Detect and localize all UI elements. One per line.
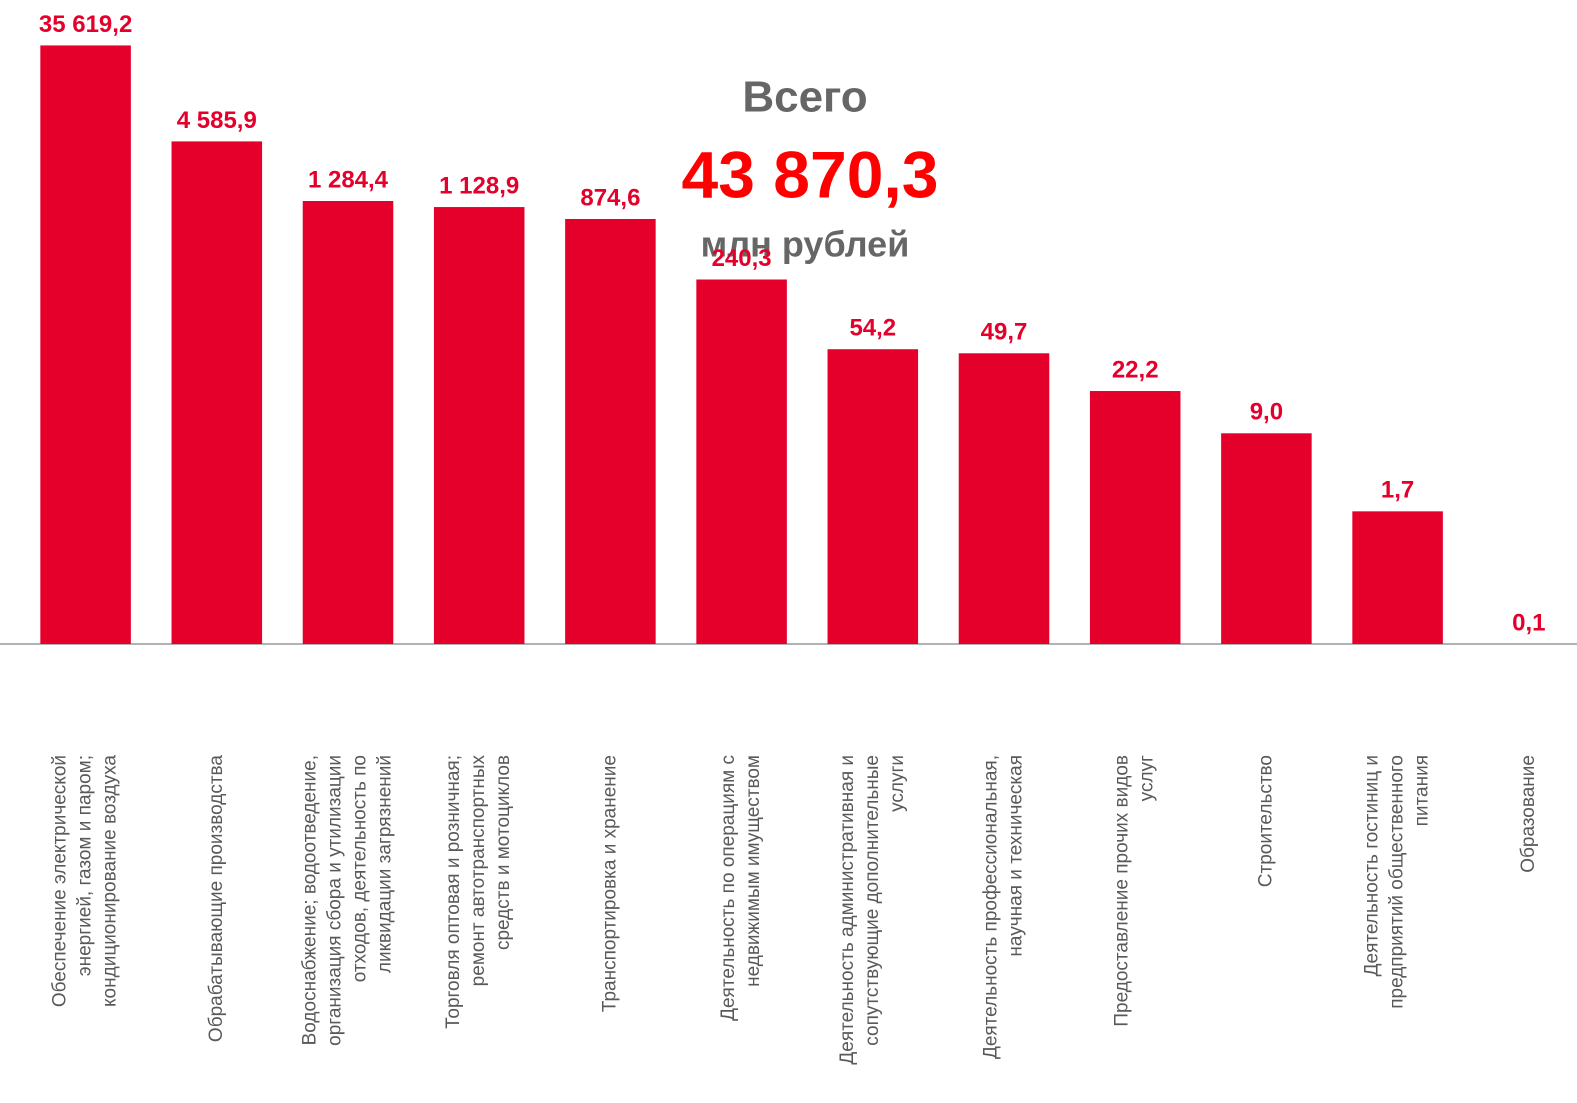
x-tick-label: Деятельность по операциям с недвижимым им… <box>718 755 764 1021</box>
bar <box>40 45 131 644</box>
x-tick-label: Транспортировка и хранение <box>599 755 620 1012</box>
x-tick-label: Обрабатывающие производства <box>206 755 227 1042</box>
bar <box>565 219 656 644</box>
value-label: 874,6 <box>580 184 640 211</box>
x-tick-label: Водоснабжение; водоотведение, организация… <box>300 755 396 1046</box>
value-label: 22,2 <box>1112 356 1159 383</box>
total-value: 43 870,3 <box>682 137 939 211</box>
x-tick-label: Деятельность административная и сопутству… <box>837 755 908 1065</box>
x-tick-label: Обеспечение электрической энергией, газом… <box>50 755 121 1008</box>
x-tick-label: Строительство <box>1255 755 1276 887</box>
value-label: 9,0 <box>1250 399 1283 426</box>
x-tick-label: Деятельность профессиональная, научная и … <box>981 755 1027 1059</box>
value-label: 4 585,9 <box>177 107 257 134</box>
x-tick-label: Предоставление прочих видов услуг <box>1112 755 1158 1027</box>
x-tick-label: Деятельность гостиниц и предприятий общес… <box>1362 755 1433 1009</box>
bar <box>1352 511 1443 644</box>
bar <box>1089 391 1181 644</box>
value-label: 0,1 <box>1512 609 1545 636</box>
bar <box>696 279 787 644</box>
x-tick-label: Торговля оптовая и розничная; ремонт авто… <box>443 755 514 1029</box>
total-title: Всего <box>742 73 867 122</box>
value-label: 49,7 <box>981 319 1028 346</box>
bar <box>302 201 394 644</box>
bar <box>433 207 525 644</box>
bar <box>1221 433 1312 644</box>
value-label: 240,3 <box>712 245 772 272</box>
bar <box>827 349 919 644</box>
value-label: 35 619,2 <box>39 11 132 38</box>
bar <box>171 141 263 645</box>
value-label: 1,7 <box>1381 477 1414 504</box>
x-tick-label: Образование <box>1518 755 1539 873</box>
value-label: 54,2 <box>849 315 896 342</box>
value-label: 1 284,4 <box>308 166 389 193</box>
total-unit: млн рублей <box>701 224 910 265</box>
bar <box>958 353 1050 644</box>
value-label: 1 128,9 <box>439 172 519 199</box>
